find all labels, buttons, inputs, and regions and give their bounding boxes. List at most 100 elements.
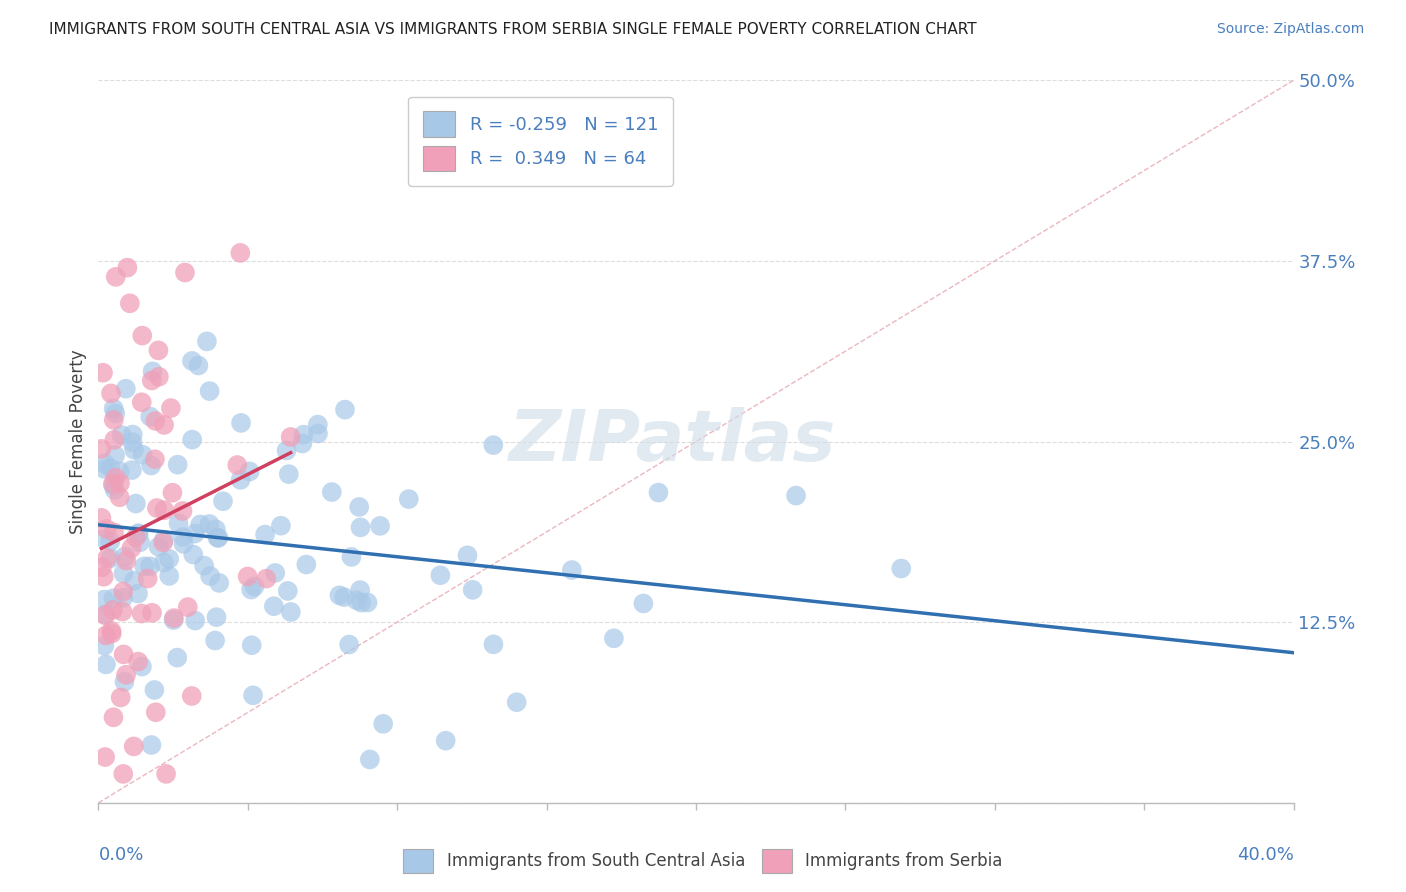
Point [337,638,360,652]
Point [633,597,655,611]
Point [263,599,285,614]
Point [198,569,221,583]
Point [398,491,420,506]
Point [163,611,186,625]
Point [131,607,153,621]
Point [121,463,143,477]
Point [785,489,807,503]
Point [111,605,134,619]
Point [139,409,162,424]
Point [103,710,125,724]
Point [242,688,264,702]
Point [141,738,163,752]
Point [153,503,176,517]
Point [184,614,207,628]
Point [349,520,371,534]
Point [254,527,277,541]
Point [103,525,125,540]
Point [166,458,188,472]
Point [101,478,124,492]
Point [129,535,152,549]
Point [100,626,122,640]
Point [115,668,138,682]
Point [153,417,176,432]
Point [96,522,118,536]
Point [146,501,169,516]
Point [172,537,194,551]
Point [188,517,211,532]
Point [111,428,134,442]
Point [127,655,149,669]
Point [229,473,252,487]
Text: ZIPatlas: ZIPatlas [509,407,835,476]
Point [110,690,132,705]
Point [153,556,176,570]
Point [112,566,135,581]
Point [243,579,266,593]
Point [180,689,202,703]
Point [482,637,505,651]
Point [134,559,156,574]
Point [239,465,262,479]
Point [328,588,350,602]
Point [205,610,228,624]
Point [368,519,391,533]
Point [143,683,166,698]
Text: 40.0%: 40.0% [1237,847,1294,864]
Point [229,416,252,430]
Point [349,583,371,598]
Point [270,518,292,533]
Text: IMMIGRANTS FROM SOUTH CENTRAL ASIA VS IMMIGRANTS FROM SERBIA SINGLE FEMALE POVER: IMMIGRANTS FROM SOUTH CENTRAL ASIA VS IM… [49,22,977,37]
Point [94,608,117,623]
Point [131,659,153,673]
Point [212,494,235,508]
Point [280,605,302,619]
Point [100,624,122,638]
Point [340,549,363,564]
Point [104,269,127,284]
Point [127,526,149,541]
Point [429,568,451,582]
Point [177,600,200,615]
Point [94,657,117,672]
Point [350,596,373,610]
Point [187,359,209,373]
Point [104,407,127,421]
Point [456,548,478,562]
Point [90,560,112,574]
Point [280,430,302,444]
Point [333,590,356,604]
Point [160,401,183,416]
Point [114,549,136,564]
Point [333,402,356,417]
Point [100,461,122,475]
Point [603,632,626,646]
Point [93,592,115,607]
Point [198,516,221,531]
Point [121,435,143,450]
Point [434,733,457,747]
Point [226,458,249,472]
Point [93,462,115,476]
Point [890,561,912,575]
Point [104,448,127,462]
Point [148,540,170,554]
Point [117,260,139,275]
Point [240,638,263,652]
Point [264,566,287,580]
Point [373,716,395,731]
Point [277,467,299,482]
Point [152,535,174,549]
Point [125,497,148,511]
Point [127,527,149,541]
Point [122,442,145,457]
Point [93,532,115,546]
Point [505,695,527,709]
Point [347,500,370,514]
Point [121,427,143,442]
Point [120,541,142,555]
Point [193,558,215,573]
Point [114,382,136,396]
Point [174,266,197,280]
Point [359,752,381,766]
